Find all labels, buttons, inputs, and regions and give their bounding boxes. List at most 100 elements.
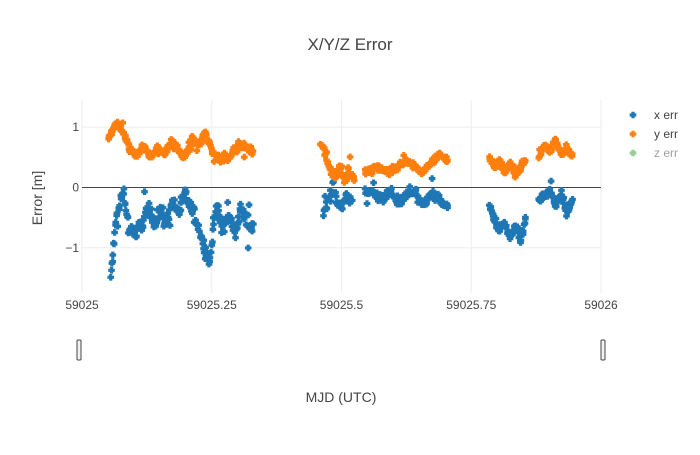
legend: x err y err z err	[629, 108, 678, 160]
data-point-x-err	[234, 213, 242, 221]
data-point-x-err	[562, 201, 569, 209]
data-point-x-err	[519, 228, 527, 235]
data-point-x-err	[198, 233, 206, 241]
data-point-x-err	[343, 190, 350, 197]
data-point-y-err	[521, 157, 529, 165]
data-point-y-err	[537, 149, 545, 156]
data-points	[105, 118, 576, 281]
data-point-x-err	[223, 214, 230, 221]
data-point-x-err	[437, 196, 445, 203]
data-point-x-err	[202, 244, 209, 251]
data-point-y-err	[498, 160, 506, 167]
data-point-x-err	[346, 193, 354, 201]
data-point-x-err	[191, 205, 198, 213]
data-point-x-err	[114, 222, 122, 230]
data-point-x-err	[129, 230, 137, 238]
data-point-x-err	[148, 218, 156, 226]
data-point-x-err	[327, 198, 335, 205]
data-point-x-err	[120, 190, 128, 198]
data-point-x-err	[234, 224, 241, 232]
data-point-x-err	[230, 223, 238, 231]
data-point-y-err	[368, 170, 376, 177]
data-point-y-err	[181, 153, 188, 161]
data-point-y-err	[394, 166, 401, 174]
data-point-y-err	[235, 138, 242, 145]
data-point-y-err	[332, 174, 340, 181]
legend-marker-z-err	[629, 149, 637, 157]
data-point-y-err	[119, 119, 127, 127]
data-point-x-err	[429, 188, 437, 195]
data-point-x-err	[220, 221, 228, 229]
data-point-y-err	[324, 158, 332, 166]
data-point-x-err	[521, 219, 529, 227]
data-point-x-err	[517, 236, 525, 244]
data-point-x-err	[560, 194, 568, 201]
legend-item-y-err[interactable]: y err	[629, 127, 678, 141]
data-point-x-err	[137, 218, 145, 226]
data-point-y-err	[340, 179, 348, 186]
data-point-x-err	[370, 179, 377, 187]
x-tick-label: 59025.25	[187, 298, 237, 312]
data-point-x-err	[182, 188, 190, 196]
data-point-x-err	[199, 240, 207, 248]
data-point-x-err	[122, 207, 130, 215]
data-point-y-err	[563, 144, 571, 151]
range-slider-left-handle[interactable]	[76, 339, 82, 361]
range-slider-right-handle[interactable]	[600, 339, 606, 361]
data-point-x-err	[206, 258, 214, 265]
data-point-x-err	[373, 189, 381, 197]
data-point-x-err	[164, 210, 172, 217]
data-point-y-err	[118, 127, 126, 134]
legend-item-z-err[interactable]: z err	[629, 146, 678, 160]
data-point-x-err	[229, 219, 237, 227]
data-point-y-err	[221, 149, 228, 157]
data-point-x-err	[423, 200, 430, 207]
data-point-x-err	[166, 222, 174, 229]
data-point-y-err	[345, 165, 352, 172]
legend-label: z err	[654, 146, 678, 160]
data-point-x-err	[394, 192, 401, 200]
data-point-y-err	[114, 118, 121, 126]
data-point-x-err	[220, 228, 228, 236]
y-axis-ticks: 1 0 −1	[65, 120, 79, 255]
data-point-y-err	[137, 148, 145, 156]
data-point-x-err	[326, 193, 333, 200]
data-point-y-err	[122, 132, 129, 139]
data-point-x-err	[217, 213, 225, 221]
data-point-x-err	[332, 192, 340, 200]
data-point-x-err	[560, 199, 567, 207]
data-point-x-err	[546, 188, 554, 195]
data-point-x-err	[211, 212, 219, 220]
data-point-x-err	[444, 201, 451, 209]
series-x-err	[107, 175, 576, 281]
data-point-x-err	[148, 205, 155, 213]
data-point-y-err	[350, 177, 358, 184]
data-point-x-err	[239, 206, 247, 213]
data-point-x-err	[515, 228, 522, 236]
data-point-x-err	[215, 207, 222, 214]
data-point-x-err	[140, 213, 148, 220]
data-point-y-err	[120, 129, 128, 136]
x-axis-ticks: 59025 59025.25 59025.5 59025.75 59026	[65, 298, 618, 312]
data-point-x-err	[169, 200, 177, 208]
data-point-y-err	[320, 144, 328, 152]
data-point-x-err	[111, 229, 118, 236]
x-tick-label: 59025	[65, 298, 99, 312]
data-point-x-err	[171, 196, 178, 204]
data-point-x-err	[200, 236, 208, 244]
data-point-x-err	[244, 244, 252, 252]
data-point-x-err	[204, 252, 212, 260]
data-point-x-err	[187, 199, 195, 206]
data-point-x-err	[361, 185, 369, 192]
data-point-y-err	[198, 136, 206, 144]
legend-marker-y-err	[629, 130, 637, 138]
data-point-x-err	[237, 200, 244, 208]
data-point-x-err	[240, 215, 248, 223]
data-point-x-err	[501, 218, 508, 226]
legend-item-x-err[interactable]: x err	[629, 108, 678, 122]
data-point-x-err	[228, 215, 235, 222]
range-slider[interactable]	[76, 339, 606, 361]
chart-title: X/Y/Z Error	[307, 35, 392, 54]
data-point-y-err	[241, 153, 248, 161]
data-point-x-err	[522, 214, 529, 221]
